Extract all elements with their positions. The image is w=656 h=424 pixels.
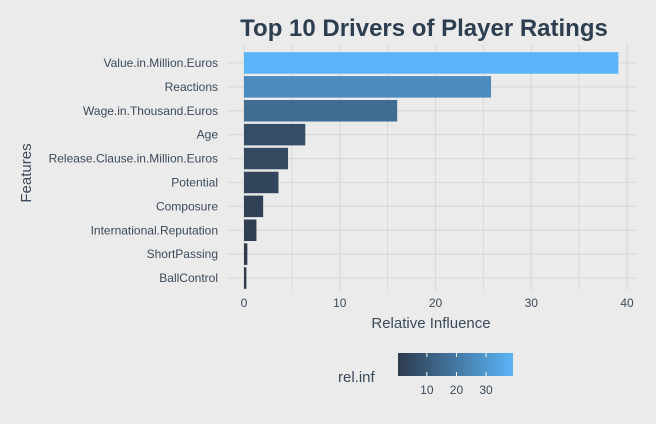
legend-tick-label: 30 [479, 383, 493, 397]
bar [244, 243, 248, 265]
y-tick-label: Age [197, 128, 219, 142]
legend-tick-label: 20 [450, 383, 464, 397]
bar [244, 267, 247, 289]
bar [244, 52, 619, 74]
legend-title: rel.inf [338, 369, 376, 386]
x-tick-label: 10 [333, 296, 347, 310]
bar [244, 147, 289, 170]
bar [244, 171, 279, 194]
y-axis-label: Features [18, 143, 35, 202]
chart-title: Top 10 Drivers of Player Ratings [240, 15, 608, 42]
x-axis: 0 10 20 30 40 [241, 296, 634, 310]
legend-colorbar [398, 353, 513, 376]
bar [244, 123, 306, 146]
bar [244, 76, 492, 98]
y-tick-label: Composure [156, 199, 218, 213]
y-tick-label: Value.in.Million.Euros [104, 56, 219, 70]
y-tick-label: ShortPassing [147, 247, 218, 261]
y-tick-label: International.Reputation [91, 223, 218, 237]
y-axis: Value.in.Million.Euros Reactions Wage.in.T… [49, 56, 219, 285]
y-tick-label: Release.Clause.in.Million.Euros [49, 152, 218, 166]
y-tick-label: Reactions [165, 80, 218, 94]
legend-ticks: 10 20 30 [420, 353, 493, 397]
bar [244, 99, 398, 122]
bars [244, 52, 619, 289]
x-tick-label: 20 [429, 296, 443, 310]
x-tick-label: 0 [241, 296, 248, 310]
y-tick-label: Wage.in.Thousand.Euros [83, 104, 218, 118]
y-tick-label: Potential [171, 175, 218, 189]
bar [244, 195, 264, 218]
bar [244, 219, 257, 242]
legend: rel.inf 10 20 30 [338, 353, 513, 397]
x-tick-label: 30 [525, 296, 539, 310]
y-tick-label: BallControl [159, 271, 218, 285]
x-tick-label: 40 [620, 296, 634, 310]
legend-tick-label: 10 [420, 383, 434, 397]
x-axis-label: Relative Influence [371, 315, 490, 332]
